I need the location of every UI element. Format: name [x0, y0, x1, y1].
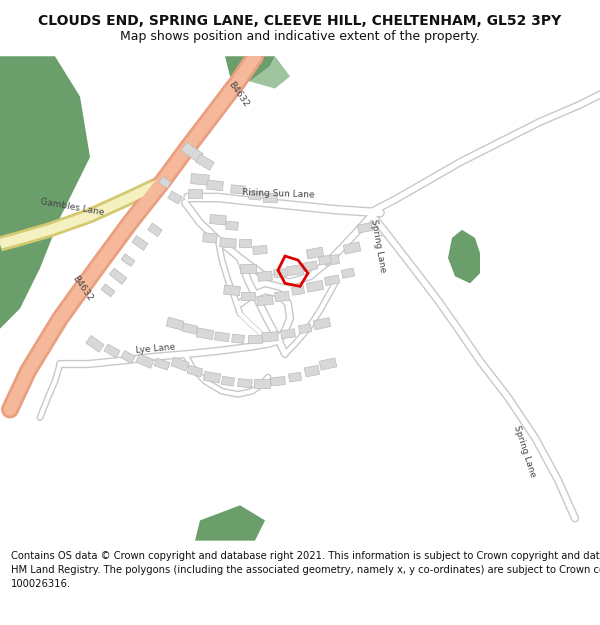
Polygon shape: [248, 335, 262, 343]
Polygon shape: [224, 285, 241, 296]
Polygon shape: [203, 371, 221, 383]
Polygon shape: [220, 238, 236, 248]
Polygon shape: [341, 268, 355, 278]
Polygon shape: [225, 56, 275, 81]
Polygon shape: [250, 56, 290, 89]
Text: Spring Lane: Spring Lane: [512, 425, 538, 479]
Polygon shape: [289, 372, 301, 382]
Polygon shape: [319, 358, 337, 370]
Polygon shape: [307, 281, 323, 292]
Polygon shape: [171, 357, 189, 371]
Polygon shape: [253, 246, 268, 254]
Polygon shape: [191, 174, 209, 185]
Polygon shape: [196, 154, 214, 170]
Polygon shape: [101, 284, 115, 297]
Polygon shape: [166, 318, 184, 330]
Polygon shape: [195, 505, 265, 541]
Polygon shape: [215, 332, 229, 342]
Polygon shape: [203, 232, 217, 243]
Polygon shape: [238, 379, 253, 388]
Polygon shape: [121, 254, 135, 266]
Polygon shape: [257, 271, 272, 281]
Polygon shape: [274, 269, 286, 278]
Polygon shape: [121, 351, 135, 363]
Polygon shape: [313, 318, 331, 330]
Polygon shape: [136, 354, 154, 368]
Polygon shape: [275, 291, 289, 301]
Text: B4632: B4632: [226, 80, 250, 109]
Text: Lye Lane: Lye Lane: [135, 342, 175, 355]
Polygon shape: [187, 366, 203, 377]
Polygon shape: [343, 242, 361, 254]
Polygon shape: [325, 275, 340, 286]
Polygon shape: [109, 268, 127, 284]
Polygon shape: [263, 194, 277, 201]
Polygon shape: [325, 254, 340, 266]
Polygon shape: [159, 177, 171, 188]
Polygon shape: [230, 185, 245, 194]
Polygon shape: [307, 247, 323, 259]
Polygon shape: [262, 331, 278, 342]
Polygon shape: [304, 366, 320, 377]
Polygon shape: [104, 344, 120, 358]
Polygon shape: [239, 239, 251, 247]
Text: Spring Lane: Spring Lane: [369, 219, 387, 273]
Polygon shape: [181, 142, 203, 162]
Polygon shape: [196, 328, 214, 339]
Polygon shape: [292, 286, 304, 295]
Polygon shape: [182, 323, 197, 334]
Polygon shape: [302, 261, 317, 271]
Polygon shape: [298, 324, 311, 334]
Polygon shape: [254, 379, 270, 388]
Polygon shape: [286, 264, 304, 276]
Polygon shape: [226, 221, 238, 231]
Polygon shape: [132, 236, 148, 250]
Text: CLOUDS END, SPRING LANE, CLEEVE HILL, CHELTENHAM, GL52 3PY: CLOUDS END, SPRING LANE, CLEEVE HILL, CH…: [38, 14, 562, 28]
Polygon shape: [188, 189, 202, 198]
Text: Gambles Lane: Gambles Lane: [40, 198, 104, 217]
Polygon shape: [448, 230, 480, 283]
Polygon shape: [319, 255, 332, 265]
Polygon shape: [240, 264, 256, 272]
Polygon shape: [248, 191, 262, 200]
Polygon shape: [281, 329, 295, 339]
Text: Contains OS data © Crown copyright and database right 2021. This information is : Contains OS data © Crown copyright and d…: [11, 551, 600, 589]
Polygon shape: [232, 334, 244, 343]
Polygon shape: [154, 358, 170, 370]
Polygon shape: [86, 336, 104, 352]
Polygon shape: [241, 292, 255, 301]
Polygon shape: [221, 376, 235, 386]
Polygon shape: [206, 180, 223, 191]
Polygon shape: [358, 222, 373, 233]
Text: Rising Sun Lane: Rising Sun Lane: [242, 188, 314, 199]
Polygon shape: [168, 191, 182, 204]
Text: B4632: B4632: [70, 274, 94, 302]
Polygon shape: [209, 214, 226, 225]
Text: Map shows position and indicative extent of the property.: Map shows position and indicative extent…: [120, 30, 480, 43]
Polygon shape: [0, 56, 90, 329]
Polygon shape: [257, 295, 274, 306]
Polygon shape: [271, 376, 286, 386]
Polygon shape: [148, 223, 162, 237]
